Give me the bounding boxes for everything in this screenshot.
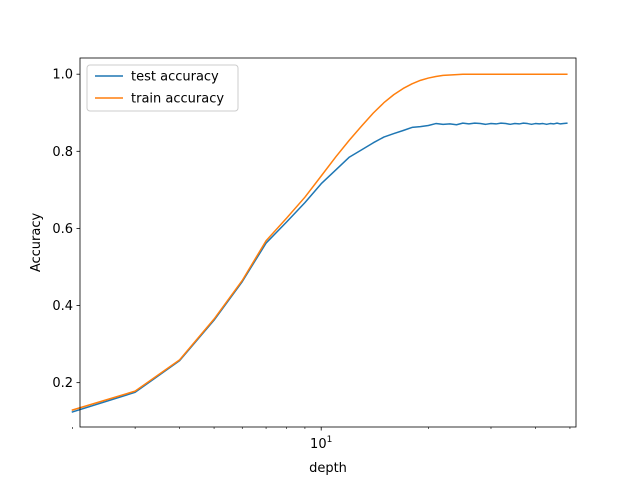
- y-axis-ticks: 0.2 0.4 0.6 0.8 1.0: [52, 68, 80, 391]
- y-tick-label: 0.4: [52, 299, 73, 314]
- series-line-test-accuracy: [71, 122, 568, 413]
- x-tick-label-exponent: 1: [327, 435, 333, 445]
- y-tick-label: 0.2: [52, 376, 73, 391]
- x-tick-label: 101: [310, 435, 332, 452]
- plot-frame: [79, 57, 577, 428]
- plot-area: [80, 58, 576, 427]
- plot-background: [80, 58, 576, 427]
- x-axis-label: depth: [309, 461, 347, 476]
- y-tick-label: 0.6: [52, 222, 73, 237]
- legend-label: test accuracy: [131, 70, 219, 85]
- series-lines: [71, 73, 568, 413]
- series-line-train-accuracy: [71, 73, 568, 411]
- legend: test accuracy train accuracy: [86, 64, 239, 112]
- legend-label: train accuracy: [131, 92, 224, 107]
- y-tick-label: 0.8: [52, 145, 73, 160]
- y-axis-label: Accuracy: [29, 213, 44, 273]
- x-tick-label-base: 10: [310, 437, 327, 452]
- legend-box: [86, 64, 239, 112]
- y-tick-label: 1.0: [52, 68, 73, 83]
